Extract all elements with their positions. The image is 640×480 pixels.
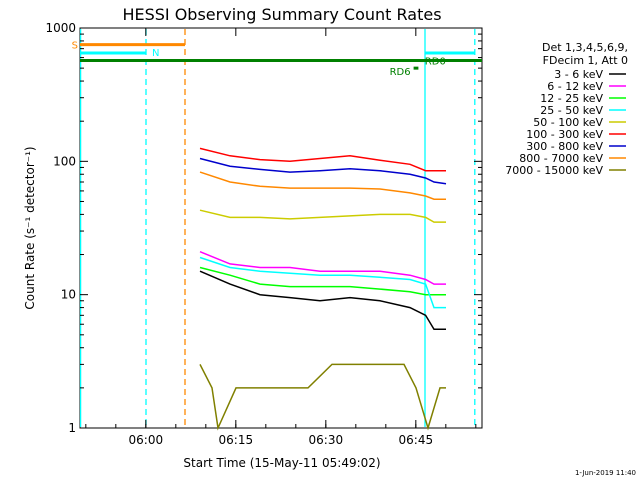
series-line-5: [199, 147, 446, 172]
series-line-4: [199, 209, 446, 223]
x-tick-label-1: 06:15: [219, 433, 254, 447]
legend-label-5: 100 - 300 keV: [526, 128, 603, 141]
legend-header-1: Det 1,3,4,5,6,9,: [542, 41, 628, 54]
series-line-6: [199, 157, 447, 185]
y-tick-label-3: 1000: [45, 21, 76, 35]
legend-label-1: 6 - 12 keV: [547, 80, 603, 93]
legend-label-2: 12 - 25 keV: [540, 92, 603, 105]
legend-label-6: 300 - 800 keV: [526, 140, 603, 153]
series-line-1: [199, 251, 446, 285]
legend-label-8: 7000 - 15000 keV: [505, 164, 603, 177]
footer-date: 1-Jun-2019 11:40: [575, 469, 636, 477]
legend-label-4: 50 - 100 keV: [533, 116, 603, 129]
plot-frame: [79, 27, 483, 429]
flag-bars: S N RD6 RD0: [72, 41, 482, 78]
chart-title: HESSI Observing Summary Count Rates: [122, 5, 441, 24]
series-line-3: [199, 256, 446, 309]
series-line-0: [199, 270, 446, 331]
legend-label-7: 800 - 7000 keV: [519, 152, 603, 165]
legend-label-3: 25 - 50 keV: [540, 104, 603, 117]
x-axis-label: Start Time (15-May-11 05:49:02): [183, 456, 380, 470]
axis-ticks: 06:00 06:15 06:30 06:45 1 10 100 1000: [45, 21, 482, 447]
legend-label-0: 3 - 6 keV: [554, 68, 603, 81]
legend-header-2: FDecim 1, Att 0: [543, 54, 628, 67]
vertical-markers: [79, 29, 476, 427]
flag-label-0: S: [72, 41, 78, 52]
y-axis-label: Count Rate (s⁻¹ detector⁻¹): [23, 146, 37, 309]
flag-label-4: RD0: [425, 57, 446, 68]
series-line-2: [199, 266, 446, 296]
y-tick-label-0: 1: [68, 421, 76, 435]
x-tick-label-3: 06:45: [399, 433, 434, 447]
series-line-7: [199, 171, 446, 200]
x-tick-label-2: 06:30: [309, 433, 344, 447]
series-group: [199, 147, 447, 431]
y-tick-label-2: 100: [53, 154, 76, 168]
x-tick-label-0: 06:00: [129, 433, 164, 447]
series-line-8: [199, 363, 446, 431]
flag-label-1: N: [152, 48, 159, 59]
y-tick-label-1: 10: [61, 288, 76, 302]
flag-label-3: RD6: [390, 67, 411, 78]
